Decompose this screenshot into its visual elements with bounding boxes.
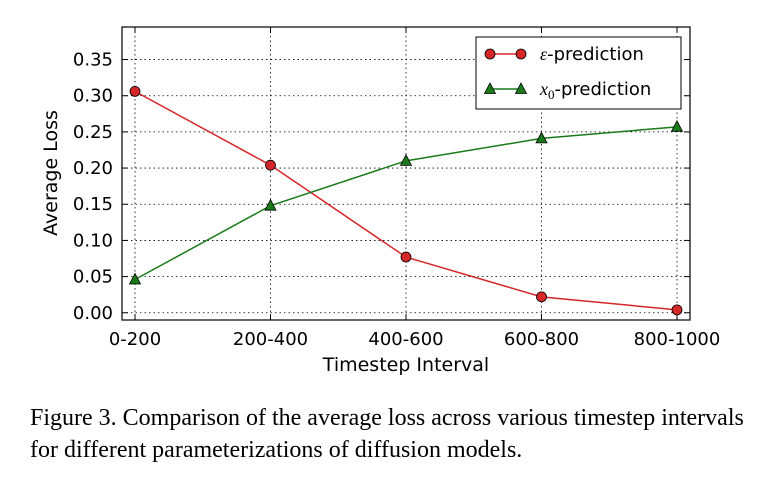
y-tick-label: 0.15: [73, 194, 113, 215]
x-axis: 0-200 200-400 400-600 600-800 800-1000: [109, 27, 720, 350]
y-axis: 0.00 0.05 0.10 0.15 0.20 0.25 0.30 0.35: [73, 50, 690, 324]
legend-label-x0: x0-prediction: [539, 79, 651, 102]
y-tick-label: 0.20: [73, 158, 113, 179]
data-point-x0: [128, 272, 142, 285]
legend-frame: [475, 36, 682, 110]
data-point-x0: [264, 198, 277, 211]
data-point-x0: [399, 153, 413, 166]
legend-marker-x0: [514, 82, 528, 94]
y-axis-title: Average Loss: [40, 110, 62, 236]
x-tick-label: 600-800: [504, 329, 579, 350]
data-point-x0: [670, 119, 684, 132]
y-tick-label: 0.05: [73, 267, 113, 288]
x-tick-label: 800-1000: [634, 329, 721, 350]
figure-caption: Figure 3. Comparison of the average loss…: [30, 405, 744, 463]
x-tick-label: 200-400: [233, 329, 308, 350]
x-tick-label: 0-200: [109, 329, 161, 350]
data-point-eps: [265, 159, 276, 171]
legend-symbol-x0: x: [539, 79, 548, 99]
legend: ε-prediction x0-prediction: [475, 36, 682, 110]
legend-subscript-x0: 0: [548, 87, 555, 102]
loss-chart: 0.00 0.05 0.10 0.15 0.20 0.25 0.30 0.35 0-200 20…: [40, 26, 720, 376]
legend-marker-x0: [483, 82, 497, 94]
y-tick-label: 0.30: [73, 86, 113, 107]
legend-label-eps: ε-prediction: [540, 44, 644, 65]
legend-marker-eps: [484, 48, 496, 60]
series-markers: [128, 85, 684, 316]
data-point-x0: [535, 131, 548, 144]
legend-marker-eps: [515, 48, 527, 60]
plot-frame: [121, 26, 691, 321]
legend-suffix-x0: -prediction: [555, 79, 652, 100]
y-tick-label: 0.35: [73, 50, 113, 71]
legend-suffix-eps: -prediction: [547, 44, 644, 65]
data-point-eps: [671, 304, 683, 316]
legend-symbol-eps: ε: [540, 44, 548, 64]
y-tick-label: 0.00: [73, 303, 113, 324]
y-tick-label: 0.25: [73, 122, 113, 143]
y-tick-label: 0.10: [73, 230, 113, 251]
data-point-eps: [400, 251, 412, 263]
data-point-eps: [129, 85, 141, 97]
data-point-eps: [536, 291, 547, 303]
x-tick-label: 400-600: [368, 329, 443, 350]
x-axis-title: Timestep Interval: [322, 354, 489, 376]
